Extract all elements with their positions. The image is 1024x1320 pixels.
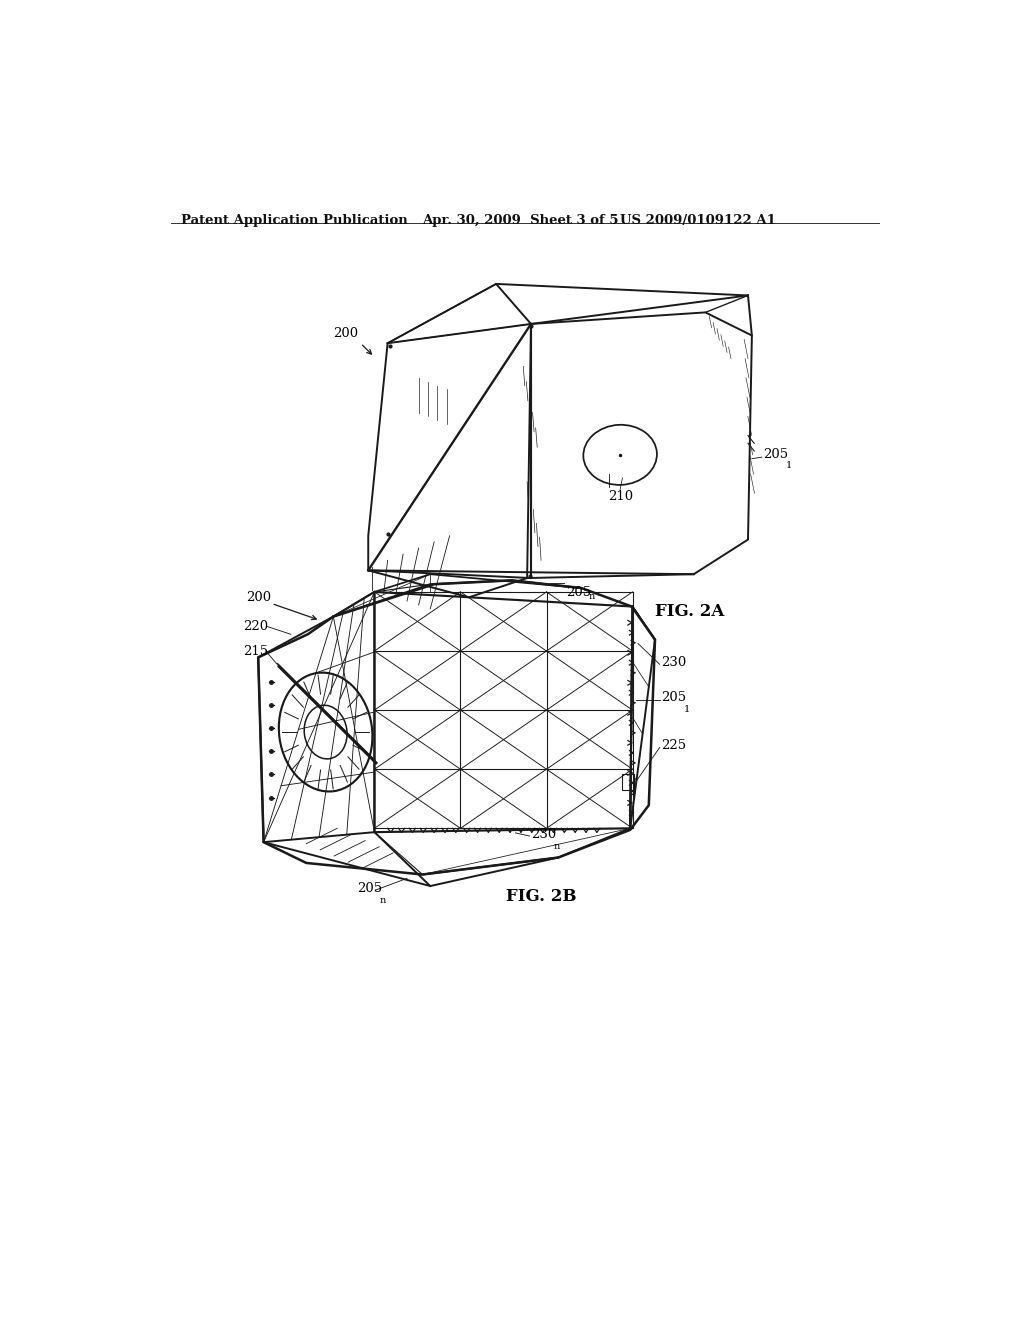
Text: n: n — [379, 896, 385, 906]
Text: 205: 205 — [566, 586, 591, 599]
Text: 205: 205 — [356, 882, 382, 895]
Text: FIG. 2A: FIG. 2A — [655, 603, 724, 620]
Text: 205: 205 — [764, 449, 788, 462]
Text: 200: 200 — [246, 591, 271, 603]
Text: 215: 215 — [243, 644, 268, 657]
Text: 230: 230 — [531, 828, 556, 841]
Text: 1: 1 — [786, 461, 793, 470]
Text: FIG. 2B: FIG. 2B — [506, 888, 577, 906]
Text: US 2009/0109122 A1: US 2009/0109122 A1 — [621, 214, 776, 227]
Text: 230: 230 — [662, 656, 686, 669]
Text: 220: 220 — [243, 620, 268, 634]
Text: Patent Application Publication: Patent Application Publication — [180, 214, 408, 227]
Text: 205: 205 — [662, 690, 686, 704]
Text: n: n — [554, 842, 560, 851]
Text: 210: 210 — [608, 490, 634, 503]
Text: 225: 225 — [662, 739, 686, 751]
Text: 1: 1 — [684, 705, 690, 714]
Bar — [623, 775, 634, 789]
Text: n: n — [589, 591, 595, 601]
Text: Apr. 30, 2009  Sheet 3 of 5: Apr. 30, 2009 Sheet 3 of 5 — [423, 214, 618, 227]
Text: 200: 200 — [334, 327, 358, 341]
